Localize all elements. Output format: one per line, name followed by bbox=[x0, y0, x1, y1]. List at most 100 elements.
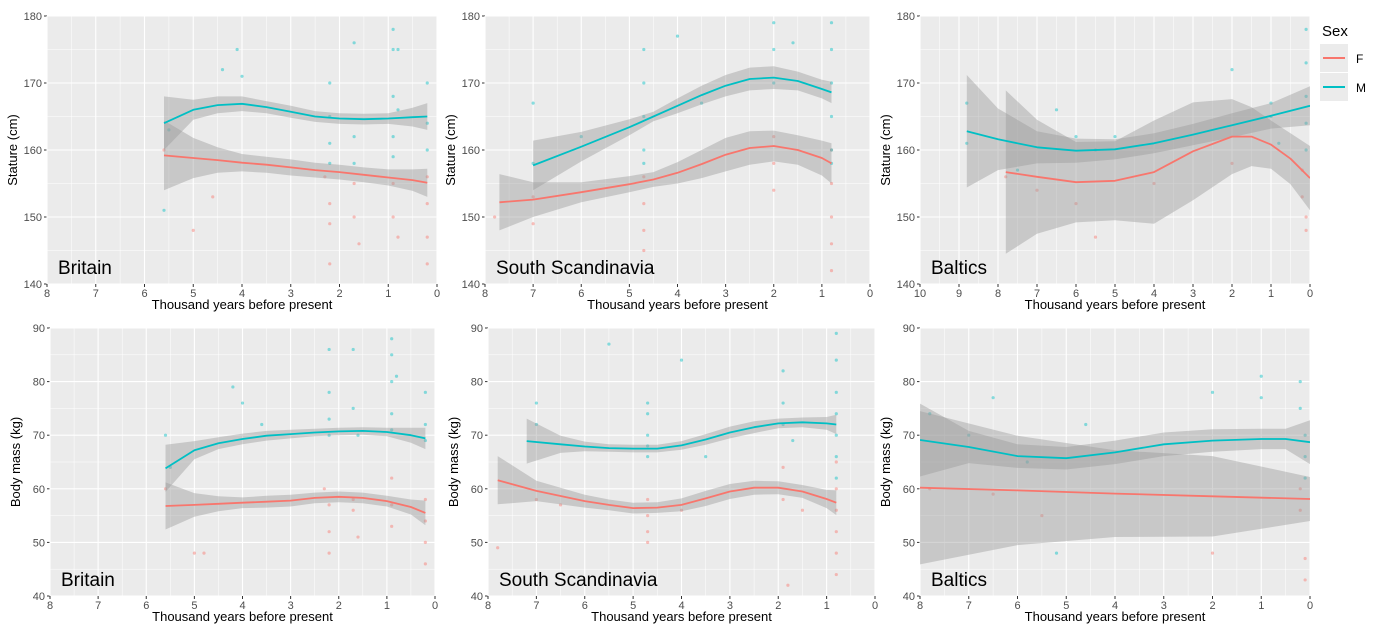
y-tick-label: 180 bbox=[24, 11, 42, 23]
data-point-m bbox=[967, 433, 971, 437]
y-tick-label: 170 bbox=[897, 78, 915, 90]
data-point-f bbox=[328, 202, 332, 206]
data-point-m bbox=[928, 412, 932, 416]
x-tick-label: 7 bbox=[966, 600, 972, 612]
data-point-f bbox=[425, 175, 429, 179]
data-point-m bbox=[1230, 68, 1234, 72]
data-point-f bbox=[202, 551, 206, 555]
data-point-f bbox=[163, 487, 168, 491]
plot-area bbox=[920, 374, 1310, 582]
data-point-m bbox=[327, 433, 331, 437]
y-tick-label: 60 bbox=[471, 484, 483, 496]
x-tick-label: 8 bbox=[44, 288, 50, 300]
y-tick-label: 160 bbox=[897, 145, 915, 157]
data-point-m bbox=[829, 21, 834, 25]
data-point-m bbox=[1054, 551, 1059, 555]
plot-area bbox=[493, 21, 834, 273]
data-point-m bbox=[391, 94, 395, 98]
data-point-m bbox=[1210, 390, 1215, 394]
y-tick-label: 150 bbox=[897, 212, 915, 224]
data-point-m bbox=[829, 114, 834, 119]
data-point-m bbox=[390, 353, 394, 357]
data-point-f bbox=[1304, 215, 1308, 219]
panel-4: 40 50 60 70 80 90 8 7 6 5 4 3 2 1 0 Britain Thousand yea… bbox=[8, 323, 438, 624]
data-point-m bbox=[235, 47, 239, 52]
data-point-f bbox=[396, 235, 400, 239]
y-tick-label: 50 bbox=[33, 537, 45, 549]
data-point-m bbox=[351, 406, 355, 410]
y-axis-title: Stature (cm) bbox=[5, 114, 20, 186]
data-point-m bbox=[642, 81, 646, 85]
data-point-f bbox=[391, 215, 395, 219]
x-tick-label: 6 bbox=[141, 288, 147, 300]
data-point-f bbox=[834, 487, 838, 491]
x-tick-label: 3 bbox=[288, 288, 294, 300]
x-axis-title: Thousand years before present bbox=[152, 609, 333, 624]
legend-title: Sex bbox=[1322, 23, 1348, 40]
data-point-f bbox=[356, 535, 360, 539]
data-point-m bbox=[679, 358, 684, 362]
trend-line-f bbox=[497, 479, 837, 509]
trend-line-m bbox=[165, 430, 426, 470]
data-point-f bbox=[679, 508, 684, 512]
x-tick-label: 4 bbox=[674, 288, 680, 300]
data-point-f bbox=[1298, 508, 1302, 512]
data-point-m bbox=[1277, 141, 1281, 145]
data-point-m bbox=[531, 101, 535, 105]
data-point-f bbox=[425, 262, 429, 266]
data-point-m bbox=[1259, 396, 1263, 400]
x-tick-label: 5 bbox=[191, 600, 197, 612]
x-tick-label: 8 bbox=[995, 288, 1001, 300]
data-point-f bbox=[423, 497, 427, 502]
data-point-f bbox=[425, 202, 429, 206]
y-axis-title: Stature (cm) bbox=[443, 114, 458, 186]
data-point-m bbox=[1084, 422, 1088, 427]
y-tick-label: 40 bbox=[33, 591, 45, 603]
x-tick-label: 1 bbox=[384, 600, 390, 612]
x-tick-label: 2 bbox=[336, 288, 342, 300]
data-point-m bbox=[240, 401, 245, 405]
data-point-m bbox=[391, 47, 395, 52]
data-point-f bbox=[829, 181, 834, 186]
data-point-m bbox=[167, 128, 171, 132]
region-label: Britain bbox=[61, 570, 115, 591]
data-point-f bbox=[1300, 195, 1304, 199]
x-tick-label: 5 bbox=[630, 600, 636, 612]
y-tick-label: 180 bbox=[462, 11, 480, 23]
data-point-m bbox=[834, 390, 838, 394]
x-tick-label: 2 bbox=[1209, 600, 1215, 612]
data-point-f bbox=[423, 540, 427, 545]
y-tick-label: 140 bbox=[897, 279, 915, 291]
data-point-m bbox=[704, 455, 708, 459]
x-tick-label: 2 bbox=[336, 600, 342, 612]
data-point-f bbox=[642, 248, 646, 253]
confidence-band-m bbox=[164, 96, 428, 150]
data-point-f bbox=[1035, 188, 1039, 192]
y-tick-label: 90 bbox=[33, 323, 45, 335]
x-axis-title: Thousand years before present bbox=[152, 297, 333, 312]
data-point-f bbox=[642, 175, 646, 179]
data-point-m bbox=[1298, 380, 1302, 384]
data-point-f bbox=[800, 508, 805, 512]
data-point-f bbox=[1004, 175, 1008, 179]
trend-line-f bbox=[1005, 135, 1310, 184]
x-tick-label: 4 bbox=[1151, 288, 1157, 300]
data-point-m bbox=[394, 374, 399, 378]
y-tick-label: 80 bbox=[471, 377, 483, 389]
data-point-f bbox=[646, 540, 650, 545]
data-point-m bbox=[390, 337, 394, 341]
data-point-m bbox=[1298, 406, 1302, 410]
data-point-f bbox=[781, 497, 785, 502]
data-point-m bbox=[834, 433, 838, 437]
data-point-m bbox=[1303, 455, 1307, 459]
data-point-m bbox=[834, 455, 838, 459]
data-point-f bbox=[328, 262, 332, 266]
data-point-m bbox=[352, 161, 356, 165]
panel-1: 140 150 160 170 180 8 7 6 5 4 3 2 1 0 Britain Thousand … bbox=[5, 11, 440, 312]
y-tick-label: 40 bbox=[471, 591, 483, 603]
x-tick-label: 4 bbox=[239, 600, 245, 612]
x-tick-label: 7 bbox=[533, 600, 539, 612]
data-point-m bbox=[425, 121, 429, 125]
data-point-f bbox=[834, 530, 838, 534]
data-point-m bbox=[642, 114, 646, 119]
